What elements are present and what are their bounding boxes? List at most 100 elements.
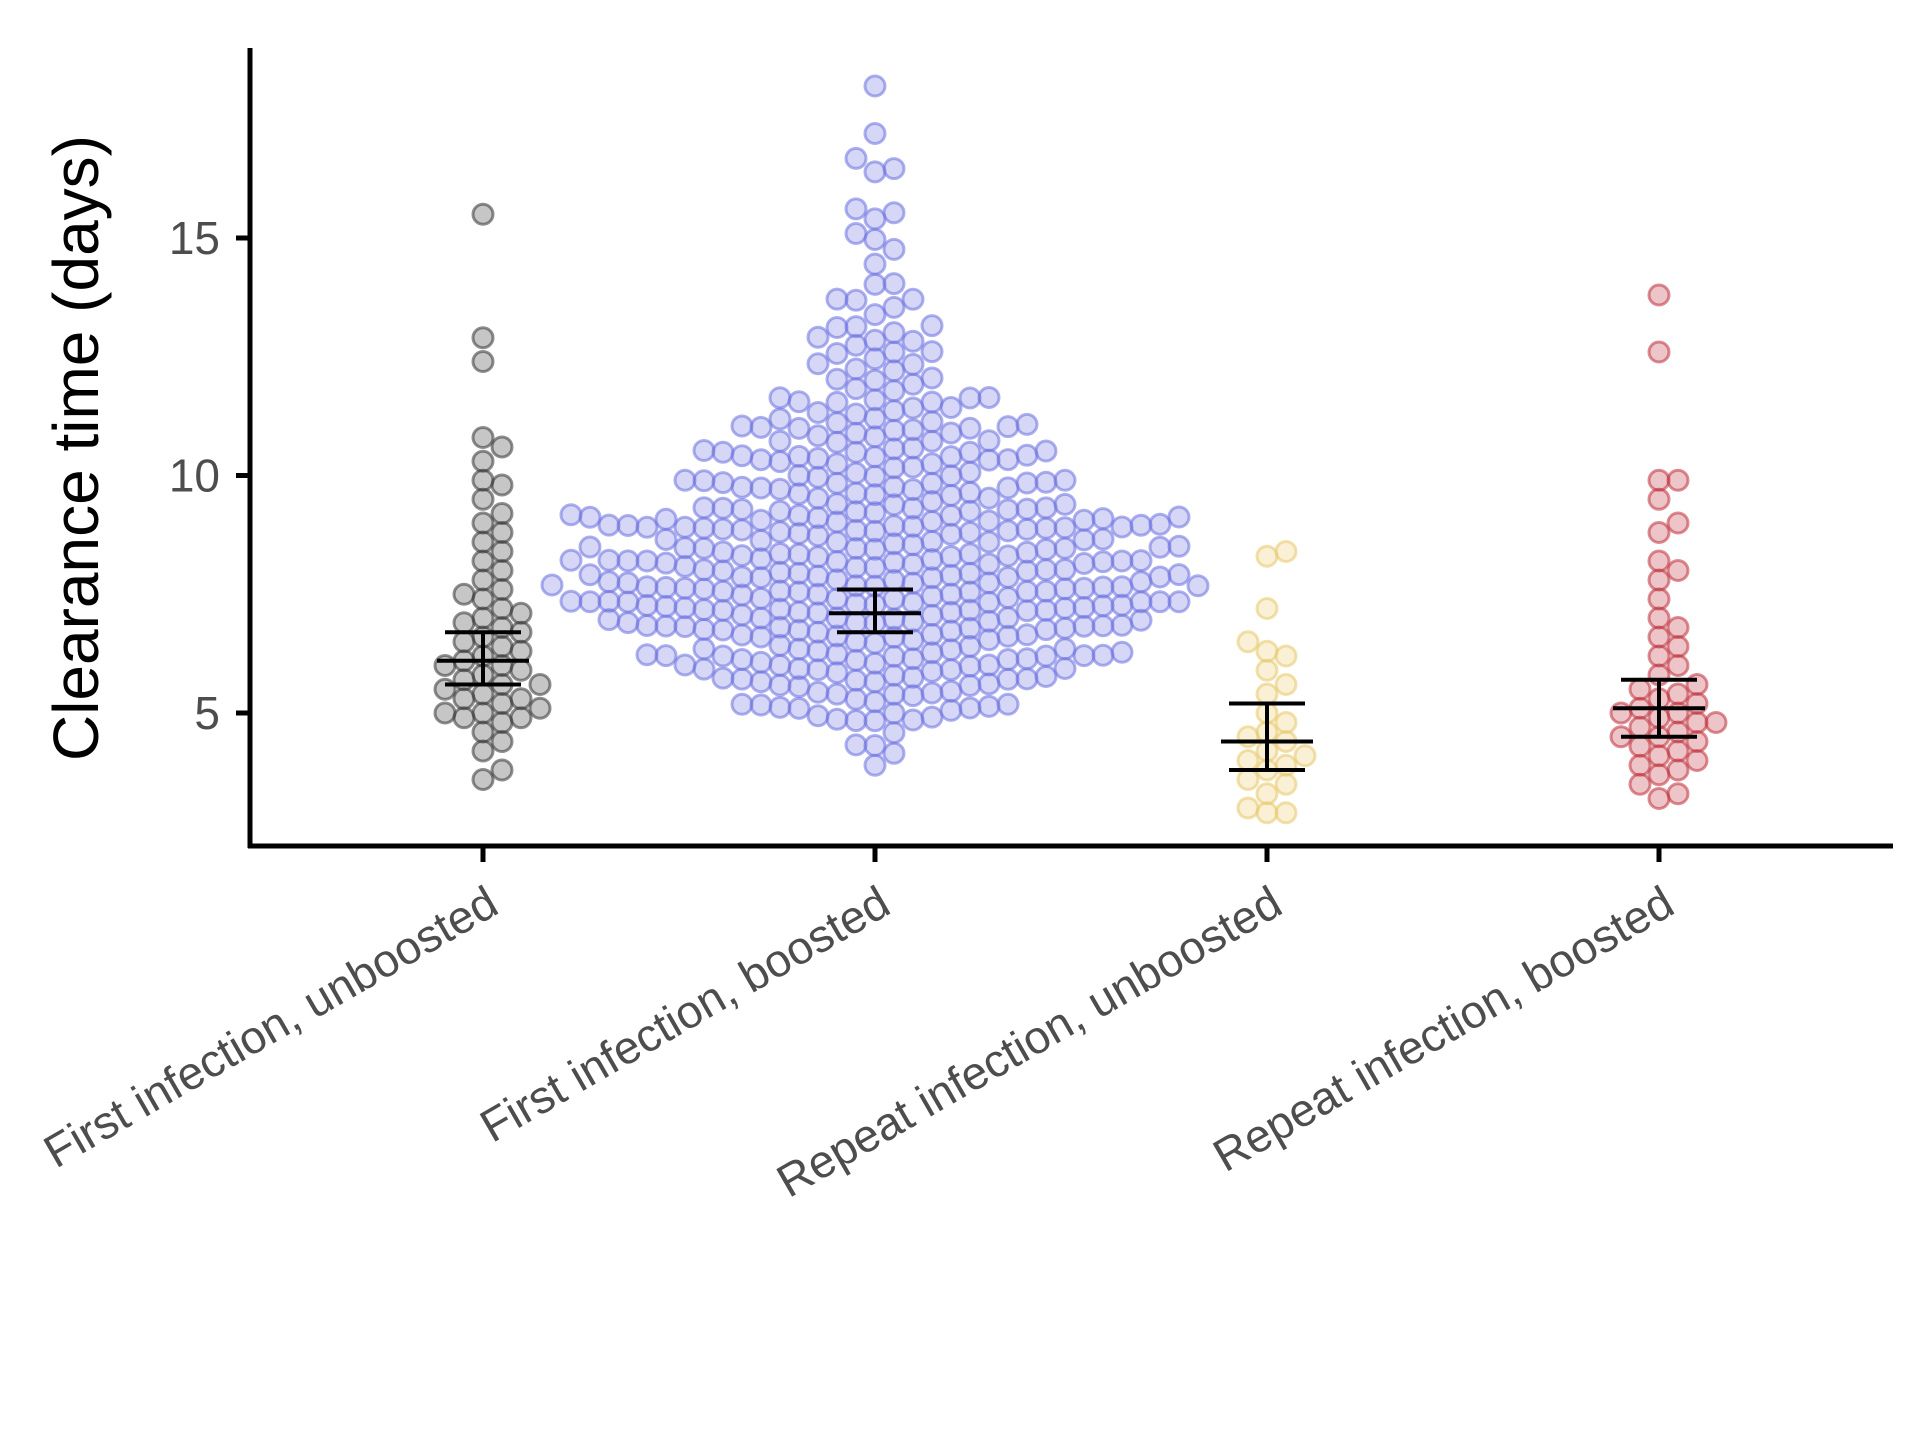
data-point bbox=[863, 388, 887, 412]
data-point bbox=[939, 464, 963, 488]
data-point bbox=[901, 455, 925, 479]
data-point bbox=[654, 614, 678, 638]
data-point bbox=[806, 401, 830, 424]
data-point bbox=[1685, 711, 1709, 734]
data-point bbox=[825, 367, 849, 391]
data-point bbox=[749, 606, 773, 630]
data-point bbox=[1628, 734, 1652, 758]
data-point bbox=[471, 326, 495, 350]
data-point bbox=[1236, 749, 1260, 772]
error-bar bbox=[829, 587, 921, 635]
data-point bbox=[1236, 630, 1260, 654]
y-axis-title: Clearance time (days) bbox=[40, 135, 112, 761]
data-point bbox=[673, 468, 697, 492]
data-point bbox=[1647, 625, 1671, 649]
data-point bbox=[1255, 658, 1279, 682]
data-point bbox=[635, 593, 659, 617]
data-point bbox=[996, 606, 1020, 630]
data-point bbox=[939, 396, 963, 419]
data-point bbox=[749, 670, 773, 694]
data-point bbox=[490, 473, 514, 497]
data-point bbox=[1167, 590, 1191, 614]
data-point bbox=[863, 709, 887, 733]
data-point bbox=[1647, 487, 1671, 511]
data-point bbox=[882, 340, 906, 364]
data-point bbox=[1015, 599, 1039, 623]
data-point bbox=[939, 483, 963, 507]
data-point bbox=[1186, 574, 1210, 598]
data-point bbox=[471, 449, 495, 473]
data-point bbox=[1091, 575, 1115, 599]
data-point bbox=[635, 575, 659, 599]
data-point bbox=[730, 518, 754, 542]
data-point bbox=[1274, 772, 1298, 796]
data-point bbox=[490, 597, 514, 620]
data-point bbox=[692, 536, 716, 560]
data-point bbox=[768, 560, 792, 584]
data-point bbox=[939, 658, 963, 682]
data-point bbox=[939, 619, 963, 643]
data-point bbox=[1015, 471, 1039, 495]
data-point bbox=[1072, 528, 1096, 552]
data-point bbox=[901, 552, 925, 576]
data-point bbox=[1666, 682, 1690, 706]
data-point bbox=[528, 673, 552, 696]
data-point bbox=[578, 535, 602, 559]
data-point bbox=[958, 542, 982, 566]
data-point bbox=[844, 440, 868, 464]
data-point bbox=[977, 571, 1001, 595]
data-point bbox=[863, 160, 887, 184]
data-point bbox=[1110, 575, 1134, 599]
data-point bbox=[673, 596, 697, 620]
data-point bbox=[920, 681, 944, 705]
data-point bbox=[1072, 552, 1096, 575]
data-point bbox=[958, 480, 982, 504]
data-point bbox=[901, 478, 925, 502]
data-point bbox=[1053, 596, 1077, 620]
data-point bbox=[977, 672, 1001, 696]
data-point bbox=[1072, 614, 1096, 638]
data-point bbox=[825, 682, 849, 706]
data-point bbox=[958, 598, 982, 622]
data-point bbox=[920, 340, 944, 364]
data-point bbox=[768, 407, 792, 431]
data-point bbox=[616, 549, 640, 573]
data-point bbox=[559, 589, 583, 613]
data-point bbox=[490, 730, 514, 753]
data-point bbox=[1293, 744, 1317, 768]
data-point bbox=[1015, 667, 1039, 691]
data-point bbox=[1274, 801, 1298, 825]
data-point bbox=[863, 328, 887, 352]
data-point bbox=[433, 701, 457, 725]
data-point bbox=[1647, 283, 1671, 307]
data-point bbox=[996, 565, 1020, 589]
data-point bbox=[1685, 673, 1709, 696]
data-point bbox=[1274, 540, 1298, 563]
data-point bbox=[1685, 730, 1709, 753]
data-point bbox=[844, 648, 868, 672]
data-point bbox=[1609, 701, 1633, 725]
data-point bbox=[711, 666, 735, 690]
data-point bbox=[1091, 643, 1115, 667]
data-point bbox=[1053, 468, 1077, 492]
data-point bbox=[1666, 654, 1690, 677]
data-point bbox=[844, 402, 868, 426]
data-point bbox=[711, 440, 735, 464]
data-point bbox=[920, 603, 944, 627]
data-point bbox=[863, 734, 887, 757]
data-point bbox=[1666, 720, 1690, 744]
data-point bbox=[471, 468, 495, 492]
data-point bbox=[806, 639, 830, 663]
data-point bbox=[977, 609, 1001, 633]
data-point bbox=[844, 668, 868, 692]
data-point bbox=[578, 563, 602, 587]
data-point bbox=[825, 492, 849, 516]
data-point bbox=[1628, 715, 1652, 739]
data-point bbox=[635, 643, 659, 667]
error-bar bbox=[437, 630, 529, 687]
data-point bbox=[787, 580, 811, 604]
data-point bbox=[471, 720, 495, 744]
data-point bbox=[844, 315, 868, 339]
data-point bbox=[920, 390, 944, 414]
data-point bbox=[977, 509, 1001, 533]
